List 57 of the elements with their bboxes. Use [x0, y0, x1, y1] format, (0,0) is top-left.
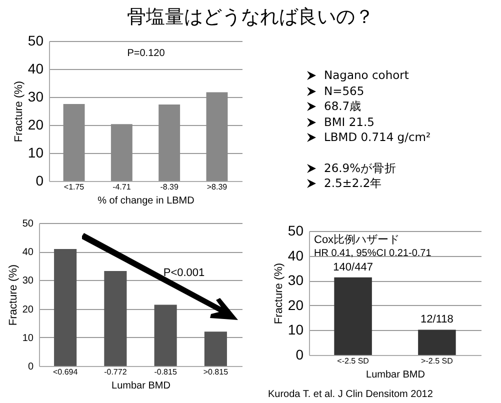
text: 2.5±2.2年 — [324, 176, 382, 192]
x-tick-label: >0.815 — [203, 368, 229, 376]
y-tick-label: 50 — [288, 222, 304, 238]
x-tick-label: <-2.5 SD — [337, 356, 370, 366]
x-tick-label: -0.815 — [154, 368, 178, 376]
y-tick-label: 40 — [22, 247, 34, 258]
x-axis-title: Lumbar BMD — [112, 380, 170, 392]
y-tick-label: 50 — [28, 32, 44, 48]
y-tick-label: 30 — [288, 272, 304, 288]
text: 26.9%が骨折 — [324, 160, 397, 176]
x-axis-title: Lumbar BMD — [366, 370, 425, 380]
y-axis-title: Fracture (%) — [272, 262, 285, 324]
bar — [54, 249, 77, 366]
bar — [204, 332, 227, 366]
x-tick-label: >-2.5 SD — [421, 356, 454, 366]
y-tick-label: 10 — [28, 144, 44, 160]
chart-title: 骨塩量はどうなれば良いの？ — [126, 5, 375, 30]
text: Kuroda T. et al. J Clin Densitom 2012 — [268, 389, 433, 400]
bar — [206, 92, 228, 181]
y-tick-label: 50 — [22, 218, 34, 230]
bar — [110, 124, 132, 181]
x-tick-label: <1.75 — [64, 182, 85, 192]
y-tick-label: 30 — [22, 276, 34, 287]
text: Nagano cohort — [324, 68, 409, 84]
bar — [104, 271, 127, 366]
text: BMI 21.5 — [324, 114, 374, 130]
y-tick-label: 20 — [22, 304, 34, 316]
y-tick-label: 0 — [36, 172, 44, 188]
y-axis-title: Fracture (%) — [7, 264, 20, 326]
annotation: P<0.001 — [163, 267, 205, 279]
y-tick-label: 40 — [288, 247, 304, 264]
x-tick-label: -8.39 — [160, 182, 179, 192]
y-tick-label: 20 — [288, 296, 304, 313]
text: 68.7歳 — [324, 99, 362, 114]
bar — [154, 304, 177, 366]
y-axis-title: Fracture (%) — [12, 80, 25, 142]
data-label: 12/118 — [420, 314, 454, 326]
y-tick-label: 0 — [28, 362, 34, 372]
annotation: P=0.120 — [127, 48, 166, 59]
bar — [158, 104, 180, 181]
annotation: Cox比例ハザード — [314, 233, 400, 246]
x-tick-label: -4.71 — [112, 182, 132, 192]
annotation: HR 0.41, 95%CI 0.21-0.71 — [314, 248, 432, 259]
x-axis-title: % of change in LBMD — [98, 196, 194, 206]
bar — [63, 104, 85, 181]
x-tick-label: <0.694 — [52, 368, 78, 376]
data-label: 140/447 — [333, 261, 373, 274]
y-tick-label: 40 — [28, 60, 44, 76]
y-tick-label: 10 — [22, 332, 34, 344]
text: LBMD 0.714 g/cm² — [324, 130, 431, 146]
x-tick-label: -0.772 — [104, 368, 128, 376]
x-tick-label: >8.39 — [206, 182, 228, 192]
y-tick-label: 20 — [28, 116, 44, 132]
y-tick-label: 30 — [28, 88, 44, 104]
y-tick-label: 10 — [288, 322, 304, 338]
y-tick-label: 0 — [296, 346, 304, 362]
text: N=565 — [324, 84, 364, 99]
